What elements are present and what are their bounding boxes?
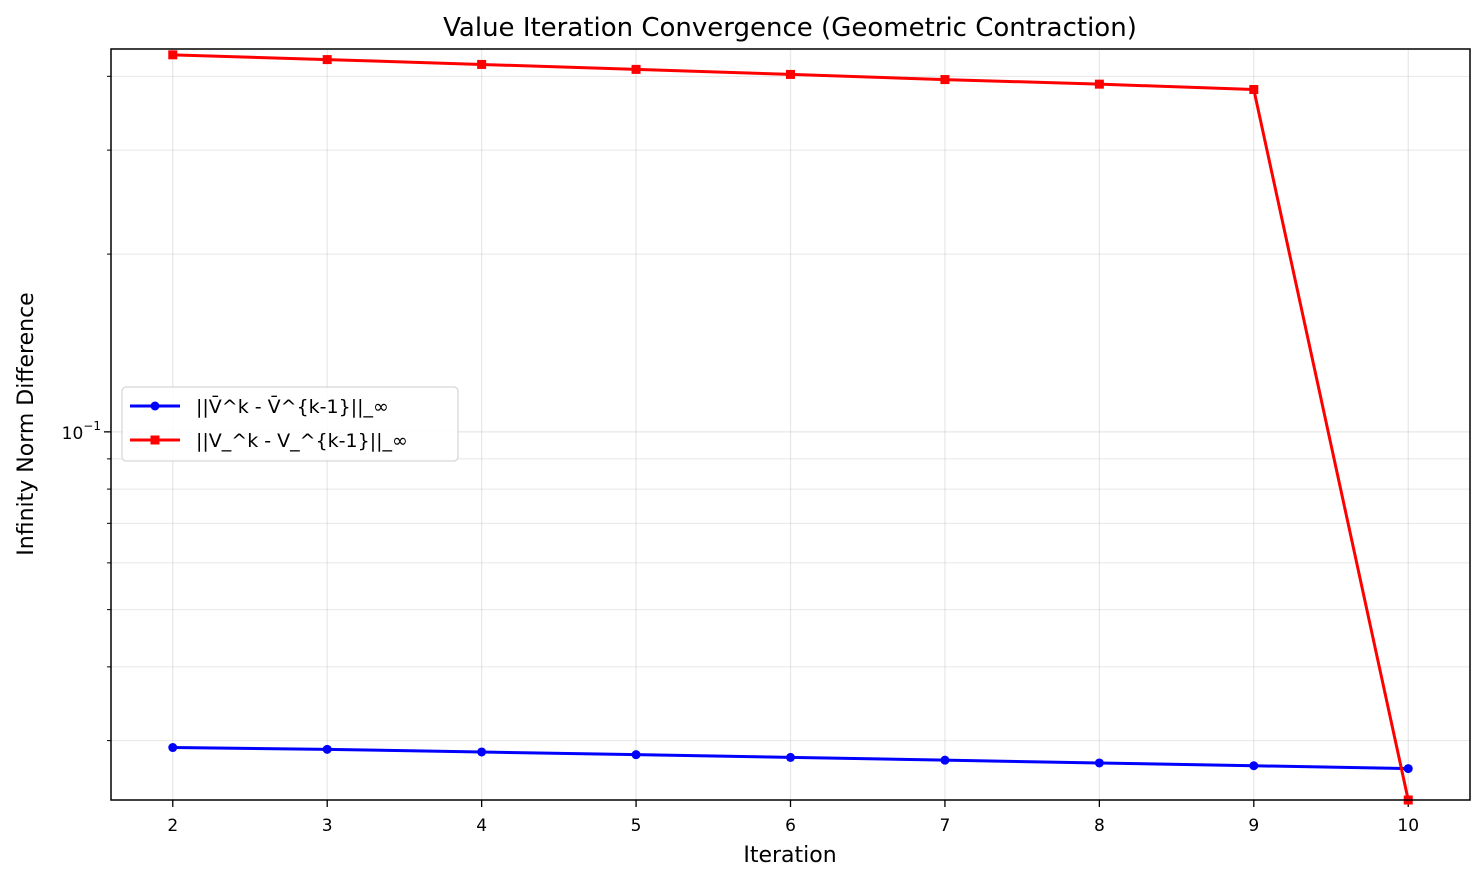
- y-tick-label: 10−1: [62, 419, 101, 444]
- data-point: [168, 50, 178, 60]
- data-point: [477, 59, 487, 69]
- x-tick-label: 7: [940, 816, 951, 836]
- data-point: [631, 750, 641, 760]
- x-tick-label: 2: [167, 816, 178, 836]
- legend-label-series-2: ||V_^k - V_^{k-1}||_∞: [196, 430, 408, 452]
- x-tick-label: 5: [631, 816, 642, 836]
- data-point: [1249, 84, 1259, 94]
- x-tick-label: 9: [1248, 816, 1259, 836]
- legend-marker-series-1: [150, 401, 160, 411]
- x-tick-label: 3: [322, 816, 333, 836]
- y-ticks: 10−1: [62, 75, 111, 742]
- legend-label-series-1: ||V̄^k - V̄^{k-1}||_∞: [196, 394, 389, 418]
- data-point: [168, 743, 178, 753]
- legend-marker-series-2: [150, 435, 160, 445]
- data-point: [786, 69, 795, 79]
- data-point: [322, 744, 332, 754]
- y-tick-base: 10: [62, 424, 84, 444]
- legend: ||V̄^k - V̄^{k-1}||_∞ ||V_^k - V_^{k-1}|…: [121, 386, 459, 462]
- data-point: [477, 747, 487, 757]
- data-point: [1403, 764, 1413, 774]
- data-point: [1094, 79, 1104, 89]
- data-point: [322, 55, 332, 65]
- data-point: [940, 75, 950, 85]
- y-axis-label: Infinity Norm Difference: [14, 292, 39, 555]
- data-point: [1094, 758, 1104, 768]
- data-point: [786, 752, 795, 762]
- x-tick-label: 6: [785, 816, 796, 836]
- y-tick-exponent: −1: [83, 419, 101, 433]
- legend-box: [121, 386, 459, 462]
- data-point: [940, 755, 950, 765]
- chart-title: Value Iteration Convergence (Geometric C…: [443, 13, 1137, 43]
- x-tick-label: 8: [1094, 816, 1105, 836]
- x-ticks: 2 3 4 5 6 7 8 9 10: [167, 800, 1419, 836]
- plot-frame: [110, 48, 1471, 801]
- data-point: [631, 64, 641, 74]
- data-point: [1249, 761, 1259, 771]
- x-axis-label: Iteration: [743, 843, 836, 868]
- x-tick-label: 4: [476, 816, 487, 836]
- x-tick-label: 10: [1397, 816, 1419, 836]
